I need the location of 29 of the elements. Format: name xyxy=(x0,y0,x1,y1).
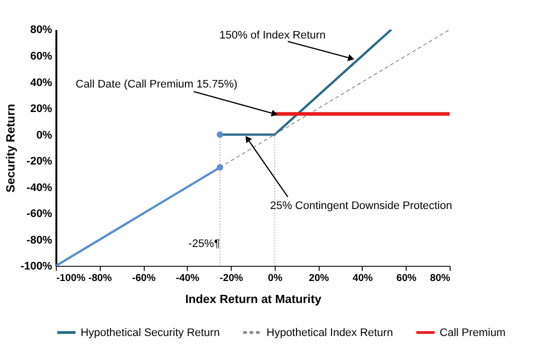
y-tick-label: -60% xyxy=(26,208,52,220)
annotation: -25%¶ xyxy=(188,238,220,250)
y-tick-label: -100% xyxy=(20,260,52,273)
legend-label: Hypothetical Security Return xyxy=(80,327,220,340)
y-tick-label: 80% xyxy=(30,24,52,36)
y-tick-label: 20% xyxy=(30,103,52,116)
y-tick-label: 40% xyxy=(30,76,52,89)
y-tick-label: -80% xyxy=(26,234,52,246)
x-tick-label: -20% xyxy=(220,273,244,284)
x-tick-label: 0% xyxy=(268,273,282,284)
x-tick-label: -100% xyxy=(56,273,86,284)
x-tick-label: 60% xyxy=(396,273,417,284)
annotation: 150% of Index Return xyxy=(219,29,326,42)
x-tick-label: -80% xyxy=(88,273,112,284)
annotation: 25% Contingent Downside Protection xyxy=(270,200,452,212)
y-tick-label: 60% xyxy=(30,50,52,62)
annotation: Call Date (Call Premium 15.75%) xyxy=(76,78,238,90)
legend-label: Call Premium xyxy=(440,327,506,340)
y-tick-label: -40% xyxy=(26,182,52,194)
y-axis-title: Security Return xyxy=(4,104,18,192)
x-tick-label: 80% xyxy=(430,273,450,284)
y-tick-label: -20% xyxy=(26,156,52,168)
x-axis-title: Index Return at Maturity xyxy=(185,292,322,306)
legend-label: Hypothetical Index Return xyxy=(266,327,393,340)
x-tick-label: 40% xyxy=(352,273,373,284)
x-tick-label: -60% xyxy=(132,273,156,284)
x-tick-label: 20% xyxy=(308,273,330,284)
y-tick-label: 0% xyxy=(36,129,52,142)
x-tick-label: -40% xyxy=(176,273,200,284)
